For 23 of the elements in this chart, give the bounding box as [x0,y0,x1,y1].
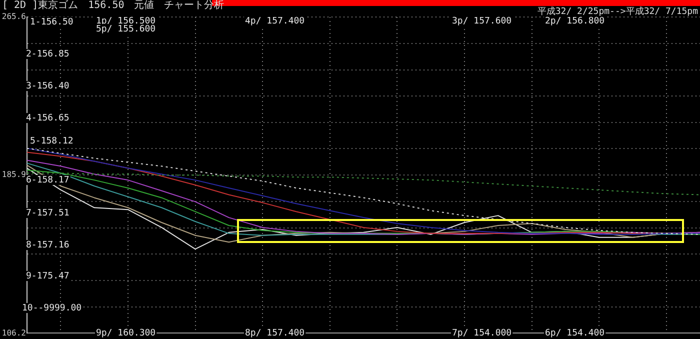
y-tick-label: 106.2 [2,328,26,338]
line-series [26,172,700,196]
annotation: 3p/ 157.600 [452,16,512,26]
annotation: 1-156.50 [30,17,74,28]
annotation: 9p/ 160.300 [96,328,156,338]
annotation: 8-157.16 [26,240,70,250]
annotation: 5p/ 155.600 [96,24,156,34]
annotation: 6p/ 154.400 [545,328,605,338]
annotation: 10--9999.00 [22,303,82,314]
y-tick-label: 185.9 [2,170,26,180]
annotation: 4p/ 157.400 [245,16,305,26]
annotation: 6-158.17 [26,175,70,186]
annotation: 8p/ 157.400 [245,328,305,338]
annotation: 4-156.65 [26,113,70,124]
y-tick-label: 265.6 [2,12,26,22]
annotation: 7-157.51 [26,208,70,218]
annotation: 9-175.47 [26,271,70,282]
annotation: 7p/ 154.000 [452,328,512,338]
annotation: 2p/ 156.800 [545,16,605,26]
annotation: 3-156.40 [26,81,70,92]
annotation: 2-156.85 [26,49,70,60]
annotation: 5-158.12 [30,136,74,146]
chart-subtitle: 平成32/ 2/25pm-->平成32/ 7/15pm [537,7,698,17]
